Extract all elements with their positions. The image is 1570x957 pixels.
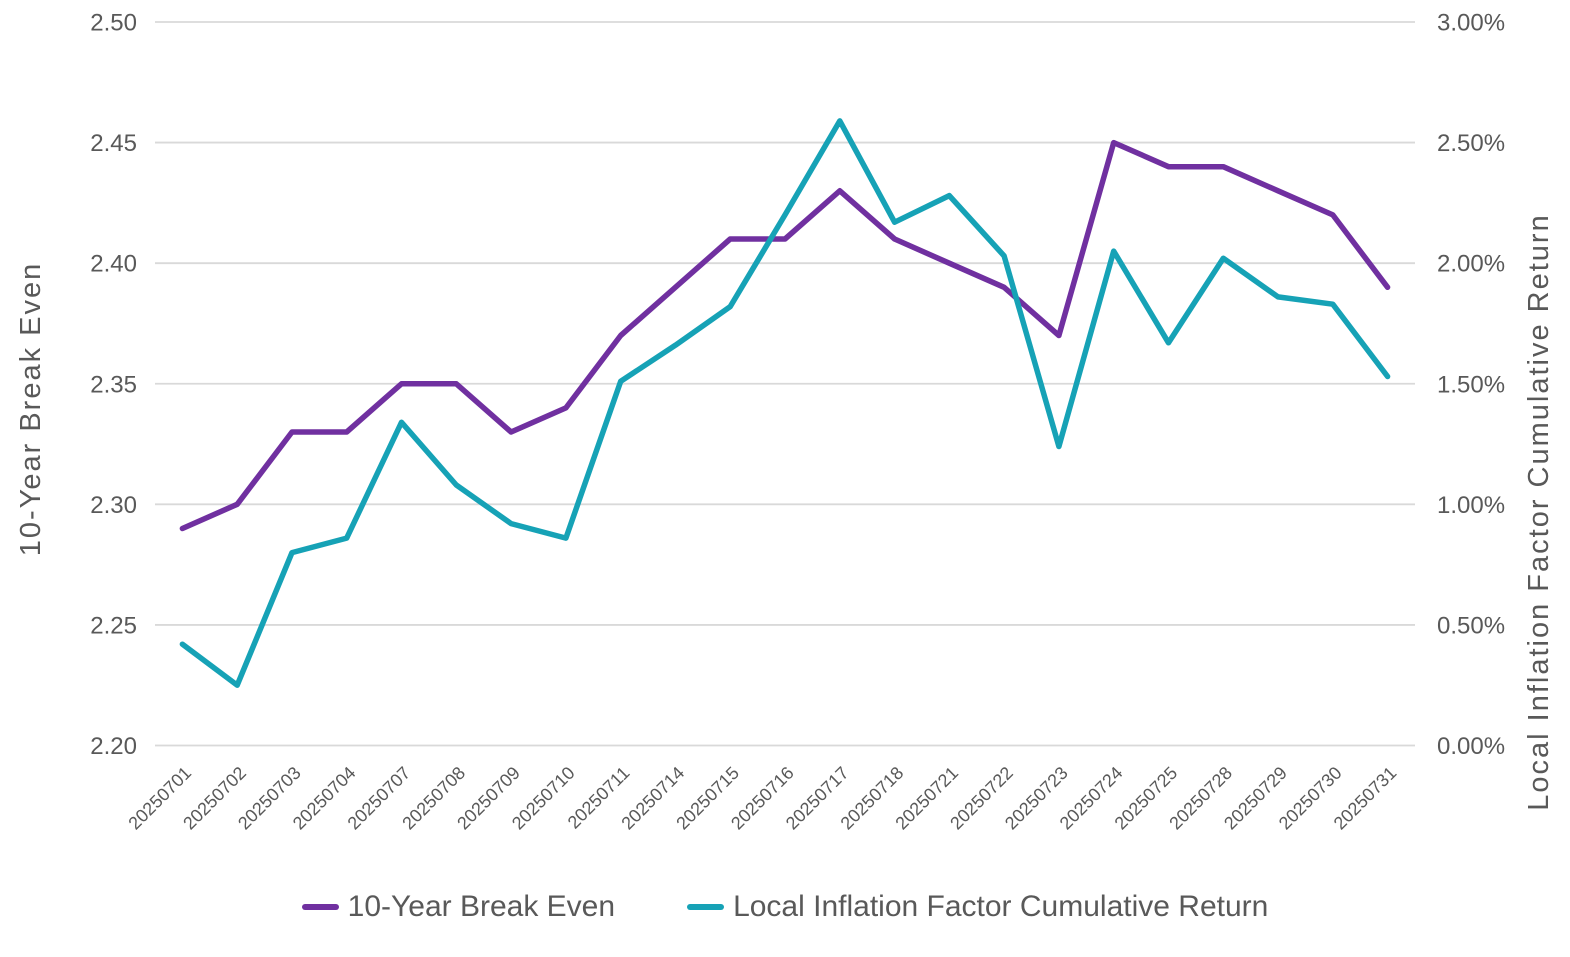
- series-line-local-inflation-factor-cumulative-return: [179, 118, 1391, 688]
- line-chart-svg: 2.50 3.00% 2.45 2.50% 2.40 2.00% 2.35 1.50% 2.30…: [15, 10, 1555, 834]
- y-axis-right-tick-label: 3.00%: [1437, 10, 1505, 37]
- y-axis-right-tick-label: 0.50%: [1437, 612, 1505, 639]
- legend-item-10-year-break-even: 10-Year Break Even: [301, 890, 616, 924]
- legend-item-local-inflation-factor: Local Inflation Factor Cumulative Return: [687, 890, 1268, 924]
- y-axis-right-tick-label: 2.00%: [1437, 251, 1505, 278]
- y-axis-left-title: 10-Year Break Even: [15, 262, 47, 556]
- y-axis-left-tick-label: 2.50: [90, 10, 137, 37]
- y-axis-left-tick-label: 2.20: [90, 733, 137, 760]
- y-axis-left-tick-label: 2.30: [90, 492, 137, 519]
- y-axis-left-tick-label: 2.35: [90, 371, 137, 398]
- y-axis-right-tick-label: 1.00%: [1437, 492, 1505, 519]
- series-line-10-year-break-even: [179, 139, 1391, 532]
- y-axis-right-title: Local Inflation Factor Cumulative Return: [1523, 213, 1555, 810]
- y-axis-right-tick-label: 0.00%: [1437, 733, 1505, 760]
- legend-label-local-inflation-factor: Local Inflation Factor Cumulative Return: [733, 890, 1269, 923]
- y-axis-right-tick-label: 2.50%: [1437, 130, 1505, 157]
- legend-label-10-year-break-even: 10-Year Break Even: [347, 890, 616, 923]
- y-axis-left-tick-label: 2.25: [90, 612, 137, 639]
- y-axis-left-tick-label: 2.40: [90, 251, 137, 278]
- legend-swatch-local-inflation-factor: [687, 904, 725, 910]
- legend: 10-Year Break Even Local Inflation Facto…: [0, 890, 1570, 924]
- y-axis-right-tick-label: 1.50%: [1437, 371, 1505, 398]
- y-axis-left-tick-label: 2.45: [90, 130, 137, 157]
- legend-swatch-10-year-break-even: [301, 904, 339, 910]
